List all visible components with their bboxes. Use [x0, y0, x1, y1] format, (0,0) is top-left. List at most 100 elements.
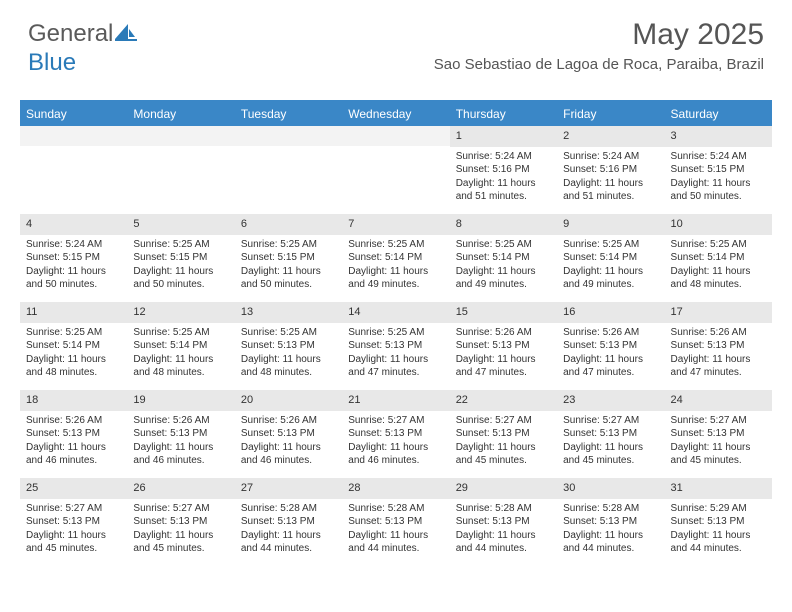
sunrise-text: Sunrise: 5:27 AM: [133, 502, 228, 516]
day-cell: 20Sunrise: 5:26 AMSunset: 5:13 PMDayligh…: [235, 390, 342, 478]
day-cell: [235, 126, 342, 214]
day-cell: 27Sunrise: 5:28 AMSunset: 5:13 PMDayligh…: [235, 478, 342, 566]
daylight-text: Daylight: 11 hours and 48 minutes.: [241, 353, 336, 380]
day-number: 21: [342, 390, 449, 411]
day-number: 23: [557, 390, 664, 411]
day-number: [127, 126, 234, 146]
day-cell: 2Sunrise: 5:24 AMSunset: 5:16 PMDaylight…: [557, 126, 664, 214]
day-number: [20, 126, 127, 146]
day-body: Sunrise: 5:24 AMSunset: 5:15 PMDaylight:…: [20, 235, 127, 298]
day-number: 26: [127, 478, 234, 499]
day-body: Sunrise: 5:25 AMSunset: 5:15 PMDaylight:…: [235, 235, 342, 298]
sunrise-text: Sunrise: 5:24 AM: [563, 150, 658, 164]
day-header: Friday: [557, 102, 664, 126]
calendar: SundayMondayTuesdayWednesdayThursdayFrid…: [20, 100, 772, 566]
sunrise-text: Sunrise: 5:25 AM: [348, 326, 443, 340]
day-number: 22: [450, 390, 557, 411]
sunset-text: Sunset: 5:13 PM: [133, 515, 228, 529]
day-body: Sunrise: 5:25 AMSunset: 5:14 PMDaylight:…: [342, 235, 449, 298]
day-number: 20: [235, 390, 342, 411]
sunrise-text: Sunrise: 5:26 AM: [133, 414, 228, 428]
day-number: 1: [450, 126, 557, 147]
day-body: Sunrise: 5:27 AMSunset: 5:13 PMDaylight:…: [665, 411, 772, 474]
day-number: 6: [235, 214, 342, 235]
day-header-row: SundayMondayTuesdayWednesdayThursdayFrid…: [20, 102, 772, 126]
day-number: 5: [127, 214, 234, 235]
sunset-text: Sunset: 5:13 PM: [456, 339, 551, 353]
sunset-text: Sunset: 5:15 PM: [671, 163, 766, 177]
day-cell: 28Sunrise: 5:28 AMSunset: 5:13 PMDayligh…: [342, 478, 449, 566]
sunset-text: Sunset: 5:13 PM: [456, 515, 551, 529]
day-cell: 14Sunrise: 5:25 AMSunset: 5:13 PMDayligh…: [342, 302, 449, 390]
day-cell: 11Sunrise: 5:25 AMSunset: 5:14 PMDayligh…: [20, 302, 127, 390]
day-cell: 31Sunrise: 5:29 AMSunset: 5:13 PMDayligh…: [665, 478, 772, 566]
sunrise-text: Sunrise: 5:24 AM: [671, 150, 766, 164]
daylight-text: Daylight: 11 hours and 50 minutes.: [133, 265, 228, 292]
day-body: Sunrise: 5:25 AMSunset: 5:14 PMDaylight:…: [557, 235, 664, 298]
day-body: Sunrise: 5:25 AMSunset: 5:13 PMDaylight:…: [342, 323, 449, 386]
sunrise-text: Sunrise: 5:25 AM: [456, 238, 551, 252]
sunset-text: Sunset: 5:14 PM: [563, 251, 658, 265]
day-cell: 19Sunrise: 5:26 AMSunset: 5:13 PMDayligh…: [127, 390, 234, 478]
day-body: Sunrise: 5:25 AMSunset: 5:13 PMDaylight:…: [235, 323, 342, 386]
day-number: 11: [20, 302, 127, 323]
logo-text-2: Blue: [28, 49, 76, 76]
daylight-text: Daylight: 11 hours and 45 minutes.: [133, 529, 228, 556]
day-body: Sunrise: 5:27 AMSunset: 5:13 PMDaylight:…: [342, 411, 449, 474]
daylight-text: Daylight: 11 hours and 44 minutes.: [348, 529, 443, 556]
sunset-text: Sunset: 5:14 PM: [133, 339, 228, 353]
day-body: Sunrise: 5:25 AMSunset: 5:15 PMDaylight:…: [127, 235, 234, 298]
daylight-text: Daylight: 11 hours and 45 minutes.: [563, 441, 658, 468]
day-cell: 6Sunrise: 5:25 AMSunset: 5:15 PMDaylight…: [235, 214, 342, 302]
day-cell: 24Sunrise: 5:27 AMSunset: 5:13 PMDayligh…: [665, 390, 772, 478]
day-cell: [342, 126, 449, 214]
day-header: Wednesday: [342, 102, 449, 126]
day-number: 16: [557, 302, 664, 323]
sunrise-text: Sunrise: 5:26 AM: [671, 326, 766, 340]
sunrise-text: Sunrise: 5:27 AM: [456, 414, 551, 428]
day-body: Sunrise: 5:26 AMSunset: 5:13 PMDaylight:…: [450, 323, 557, 386]
sunrise-text: Sunrise: 5:26 AM: [26, 414, 121, 428]
day-cell: 8Sunrise: 5:25 AMSunset: 5:14 PMDaylight…: [450, 214, 557, 302]
sunset-text: Sunset: 5:14 PM: [348, 251, 443, 265]
week-row: 11Sunrise: 5:25 AMSunset: 5:14 PMDayligh…: [20, 302, 772, 390]
sunrise-text: Sunrise: 5:26 AM: [456, 326, 551, 340]
day-body: Sunrise: 5:27 AMSunset: 5:13 PMDaylight:…: [450, 411, 557, 474]
daylight-text: Daylight: 11 hours and 47 minutes.: [671, 353, 766, 380]
daylight-text: Daylight: 11 hours and 46 minutes.: [241, 441, 336, 468]
sunset-text: Sunset: 5:13 PM: [241, 339, 336, 353]
day-cell: 16Sunrise: 5:26 AMSunset: 5:13 PMDayligh…: [557, 302, 664, 390]
day-cell: 9Sunrise: 5:25 AMSunset: 5:14 PMDaylight…: [557, 214, 664, 302]
daylight-text: Daylight: 11 hours and 44 minutes.: [241, 529, 336, 556]
day-body: Sunrise: 5:24 AMSunset: 5:16 PMDaylight:…: [450, 147, 557, 210]
daylight-text: Daylight: 11 hours and 50 minutes.: [241, 265, 336, 292]
day-number: 28: [342, 478, 449, 499]
daylight-text: Daylight: 11 hours and 48 minutes.: [26, 353, 121, 380]
daylight-text: Daylight: 11 hours and 45 minutes.: [26, 529, 121, 556]
daylight-text: Daylight: 11 hours and 44 minutes.: [456, 529, 551, 556]
day-header: Tuesday: [235, 102, 342, 126]
sunset-text: Sunset: 5:16 PM: [563, 163, 658, 177]
week-row: 1Sunrise: 5:24 AMSunset: 5:16 PMDaylight…: [20, 126, 772, 214]
sunrise-text: Sunrise: 5:28 AM: [456, 502, 551, 516]
day-number: 4: [20, 214, 127, 235]
day-body: Sunrise: 5:27 AMSunset: 5:13 PMDaylight:…: [20, 499, 127, 562]
sunrise-text: Sunrise: 5:25 AM: [671, 238, 766, 252]
day-cell: 7Sunrise: 5:25 AMSunset: 5:14 PMDaylight…: [342, 214, 449, 302]
sunset-text: Sunset: 5:15 PM: [26, 251, 121, 265]
daylight-text: Daylight: 11 hours and 47 minutes.: [456, 353, 551, 380]
sunrise-text: Sunrise: 5:24 AM: [26, 238, 121, 252]
daylight-text: Daylight: 11 hours and 47 minutes.: [563, 353, 658, 380]
sunrise-text: Sunrise: 5:28 AM: [348, 502, 443, 516]
sunset-text: Sunset: 5:13 PM: [348, 515, 443, 529]
day-cell: 12Sunrise: 5:25 AMSunset: 5:14 PMDayligh…: [127, 302, 234, 390]
day-body: Sunrise: 5:25 AMSunset: 5:14 PMDaylight:…: [665, 235, 772, 298]
sunrise-text: Sunrise: 5:25 AM: [563, 238, 658, 252]
day-body: Sunrise: 5:28 AMSunset: 5:13 PMDaylight:…: [342, 499, 449, 562]
day-number: 7: [342, 214, 449, 235]
day-cell: 1Sunrise: 5:24 AMSunset: 5:16 PMDaylight…: [450, 126, 557, 214]
day-header: Saturday: [665, 102, 772, 126]
location: Sao Sebastiao de Lagoa de Roca, Paraiba,…: [434, 56, 764, 73]
daylight-text: Daylight: 11 hours and 48 minutes.: [133, 353, 228, 380]
day-cell: 22Sunrise: 5:27 AMSunset: 5:13 PMDayligh…: [450, 390, 557, 478]
